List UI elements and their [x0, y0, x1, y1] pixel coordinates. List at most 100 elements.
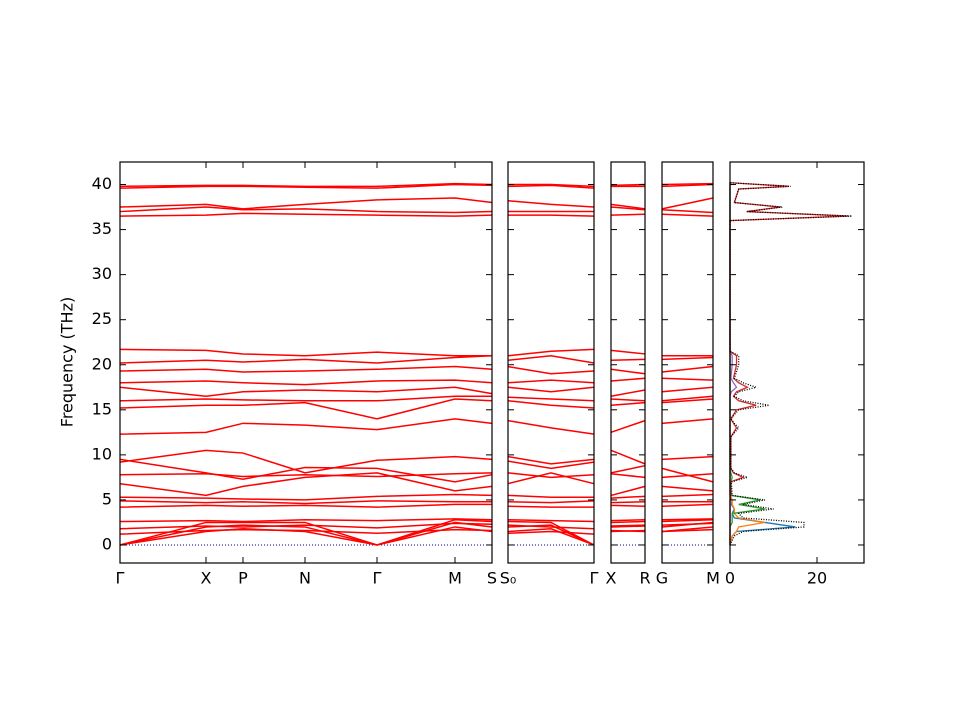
band: [610, 368, 646, 375]
band: [119, 518, 493, 523]
band: [119, 493, 493, 501]
band: [610, 389, 646, 398]
band: [610, 449, 646, 465]
band: [661, 467, 714, 483]
panel-frame: [610, 161, 646, 564]
band: [508, 214, 595, 217]
band: [119, 354, 493, 364]
panel-frame: [507, 161, 595, 564]
band: [507, 455, 595, 465]
band: [661, 197, 714, 210]
band: [610, 500, 646, 504]
x-tick-label: R: [639, 569, 650, 588]
band: [661, 182, 714, 186]
band: [119, 522, 493, 530]
dos-curve: [729, 182, 796, 546]
band: [661, 518, 714, 521]
band: [661, 386, 714, 393]
band: [119, 206, 493, 214]
band: [610, 213, 646, 216]
band: [610, 203, 646, 210]
band: [661, 493, 714, 498]
band: [119, 521, 493, 546]
band: [119, 518, 493, 546]
band: [661, 356, 714, 361]
dos-curve: [729, 182, 765, 546]
band: [119, 398, 493, 420]
band: [610, 525, 646, 528]
band: [119, 526, 493, 546]
band: [119, 500, 492, 505]
band: [119, 449, 493, 474]
y-tick-label: 20: [92, 354, 112, 373]
band: [610, 518, 646, 522]
x-tick-label: Γ: [590, 569, 599, 588]
band: [610, 377, 646, 382]
band: [610, 349, 646, 355]
band: [661, 485, 714, 492]
band: [661, 209, 714, 214]
x-tick-label: N: [299, 569, 311, 588]
dos-frame: [729, 161, 865, 564]
x-tick-label: Γ: [116, 569, 125, 588]
band: [661, 522, 714, 526]
x-tick-label: G: [656, 569, 668, 588]
band: [507, 460, 595, 470]
band: [119, 458, 493, 483]
x-tick-label: 20: [807, 569, 827, 588]
panel-frame: [661, 161, 714, 564]
band: [507, 379, 595, 384]
x-tick-label: M: [448, 569, 462, 588]
y-tick-label: 0: [102, 534, 112, 553]
band: [661, 503, 714, 507]
band: [507, 527, 595, 546]
band: [610, 504, 646, 507]
band: [119, 197, 493, 210]
band: [661, 455, 714, 461]
band: [610, 495, 646, 499]
x-tick-label: X: [201, 569, 212, 588]
band: [610, 464, 646, 474]
x-tick-label: P: [238, 569, 248, 588]
y-tick-label: 25: [92, 309, 112, 328]
x-tick-label: M: [706, 569, 720, 588]
band: [507, 400, 595, 409]
band: [507, 396, 595, 402]
band: [507, 505, 594, 508]
band: [610, 398, 646, 402]
band: [507, 419, 595, 435]
band: [507, 184, 595, 189]
band: [661, 183, 714, 188]
band: [508, 183, 595, 188]
x-tick-label: S₀: [500, 569, 517, 588]
x-tick-label: X: [606, 569, 617, 588]
band: [119, 182, 493, 188]
band: [119, 183, 493, 189]
band: [119, 503, 492, 508]
band: [507, 530, 595, 535]
panel-frame: [119, 161, 493, 564]
band: [507, 520, 595, 546]
band: [610, 401, 646, 407]
x-tick-label: Γ: [373, 569, 382, 588]
band: [610, 529, 646, 533]
band: [507, 494, 594, 498]
band: [507, 354, 595, 364]
x-tick-label: S: [487, 569, 497, 588]
band: [610, 473, 646, 479]
band: [661, 418, 714, 425]
dos-curve: [729, 182, 852, 546]
band: [119, 365, 493, 373]
x-tick-label: 0: [725, 569, 735, 588]
band: [507, 524, 595, 530]
band: [610, 419, 646, 434]
band: [661, 518, 714, 523]
band: [507, 472, 595, 479]
band: [119, 472, 493, 497]
band: [661, 395, 714, 402]
band: [507, 365, 595, 375]
band: [119, 472, 493, 478]
y-tick-label: 30: [92, 264, 112, 283]
band: [507, 472, 595, 485]
